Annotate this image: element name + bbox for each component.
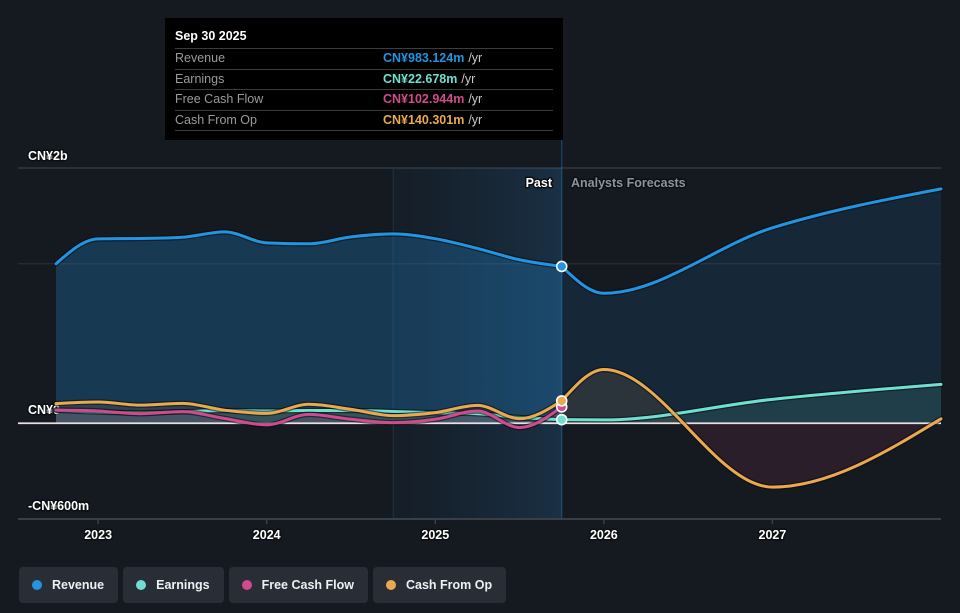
tooltip-value: CN¥140.301m/yr [383,111,482,131]
legend: Revenue Earnings Free Cash Flow Cash Fro… [19,567,507,603]
legend-label: Cash From Op [406,578,493,592]
tooltip-label: Earnings [175,71,225,86]
tooltip-row-revenue: Revenue CN¥983.124m/yr [175,48,553,69]
tooltip: Sep 30 2025 Revenue CN¥983.124m/yr Earni… [165,18,563,140]
x-tick-label: 2024 [253,528,281,542]
tooltip-value: CN¥983.124m/yr [383,49,482,69]
legend-label: Revenue [52,578,105,592]
x-tick-label: 2023 [84,528,112,542]
x-tick-label: 2025 [421,528,449,542]
legend-dot-icon [386,580,396,590]
tooltip-value-number: CN¥140.301m [383,112,465,127]
tooltip-label: Free Cash Flow [175,92,264,106]
y-axis-label-zero: CN¥0 [28,403,60,417]
past-label: Past [526,176,553,190]
revenue-line-past [54,230,564,268]
y-axis-label-bottom: -CN¥600m [28,499,89,513]
tooltip-label: Revenue [175,51,226,65]
legend-label: Earnings [156,578,210,592]
cash-from-op-marker [555,395,568,407]
phase-labels: Past Analysts Forecasts [524,175,687,192]
tooltip-row-free-cash-flow: Free Cash Flow CN¥102.944m/yr [175,89,553,110]
tooltip-value-unit: /yr [461,71,476,86]
highlight-band [392,168,562,519]
cash-from-op-line-past [54,399,564,421]
highlight-band-rect [393,168,562,519]
cash-from-op-area-forecast-negative [561,423,941,488]
tooltip-row-earnings: Earnings CN¥22.678m/yr [175,68,553,90]
revenue-area-past-positive [56,231,562,424]
series-lines [53,186,944,490]
tooltip-value-unit: /yr [468,51,483,65]
revenue-marker [555,260,568,273]
earnings-line-forecast [560,382,943,422]
free-cash-flow-line-past [54,405,564,430]
tooltip-value-unit: /yr [468,92,483,106]
y-axis-label-top: CN¥2b [28,149,68,163]
legend-dot-icon [241,580,252,590]
series-markers [555,260,568,426]
legend-dot-icon [32,580,42,590]
tooltip-row-cash-from-op: Cash From Op CN¥140.301m/yr [175,109,553,131]
revenue-area-forecast-positive [561,188,941,424]
legend-dot-icon [136,580,147,590]
tooltip-value-unit: /yr [468,112,483,127]
legend-toggle-cash-from-op[interactable]: Cash From Op [373,567,507,603]
legend-toggle-earnings[interactable]: Earnings [123,567,224,603]
tooltip-value-number: CN¥102.944m [383,92,465,106]
cash-from-op-area-forecast-positive [561,369,941,424]
tooltip-value: CN¥102.944m/yr [383,90,482,110]
legend-toggle-revenue[interactable]: Revenue [19,567,119,603]
y-axis-labels: CN¥2b CN¥0 -CN¥600m [27,148,91,515]
tooltip-value: CN¥22.678m/yr [383,70,475,90]
tooltip-value-number: CN¥983.124m [383,51,465,65]
revenue-line-forecast [560,187,943,295]
cash-from-op-line-forecast [560,368,943,489]
tooltip-date: Sep 30 2025 [175,29,247,43]
x-tick-label: 2026 [590,528,618,542]
analysts-forecasts-label: Analysts Forecasts [571,176,686,190]
tooltip-value-number: CN¥22.678m [383,71,458,86]
legend-label: Free Cash Flow [261,578,354,592]
earnings-marker [555,413,568,426]
tooltip-label: Cash From Op [175,112,257,127]
x-tick-label: 2027 [759,528,787,542]
legend-toggle-free-cash-flow[interactable]: Free Cash Flow [228,567,368,603]
x-axis: 2023 2024 2025 2026 2027 [18,518,941,544]
